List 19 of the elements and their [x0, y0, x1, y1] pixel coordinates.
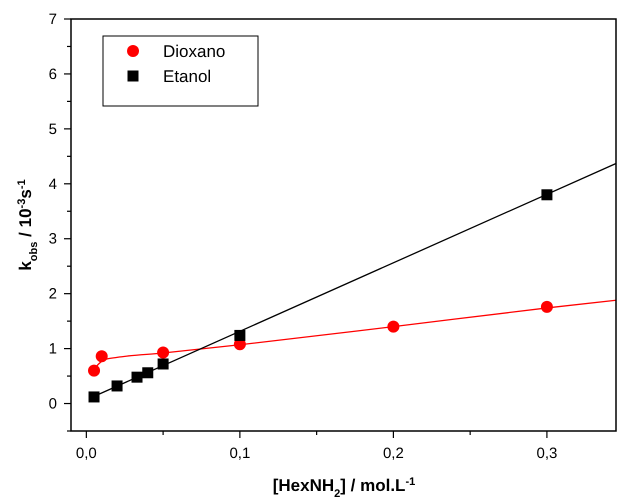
- point: [88, 364, 100, 377]
- point: [96, 350, 108, 362]
- legend-label: Etanol: [163, 67, 212, 86]
- x-tick-label: 0,1: [229, 445, 250, 462]
- y-tick-label: 1: [48, 340, 57, 358]
- y-tick-label: 3: [48, 230, 57, 248]
- y-tick-label: 4: [48, 176, 57, 193]
- y-tick-label: 2: [48, 286, 57, 303]
- y-tick-label: 5: [48, 120, 57, 138]
- point: [234, 330, 246, 341]
- x-axis-title: [HexNH$_{2}$] / mol.L$^{-1}$: [272, 476, 416, 499]
- x-tick-label: 0,0: [76, 445, 97, 462]
- y-tick-label: 6: [48, 66, 57, 83]
- y-tick-label: 7: [48, 11, 57, 28]
- point: [88, 391, 100, 402]
- x-tick-label: 0,3: [536, 445, 558, 462]
- legend-label: Dioxano: [163, 42, 226, 61]
- x-tick-label: 0,2: [382, 445, 404, 462]
- y-tick-label: 0: [48, 396, 57, 413]
